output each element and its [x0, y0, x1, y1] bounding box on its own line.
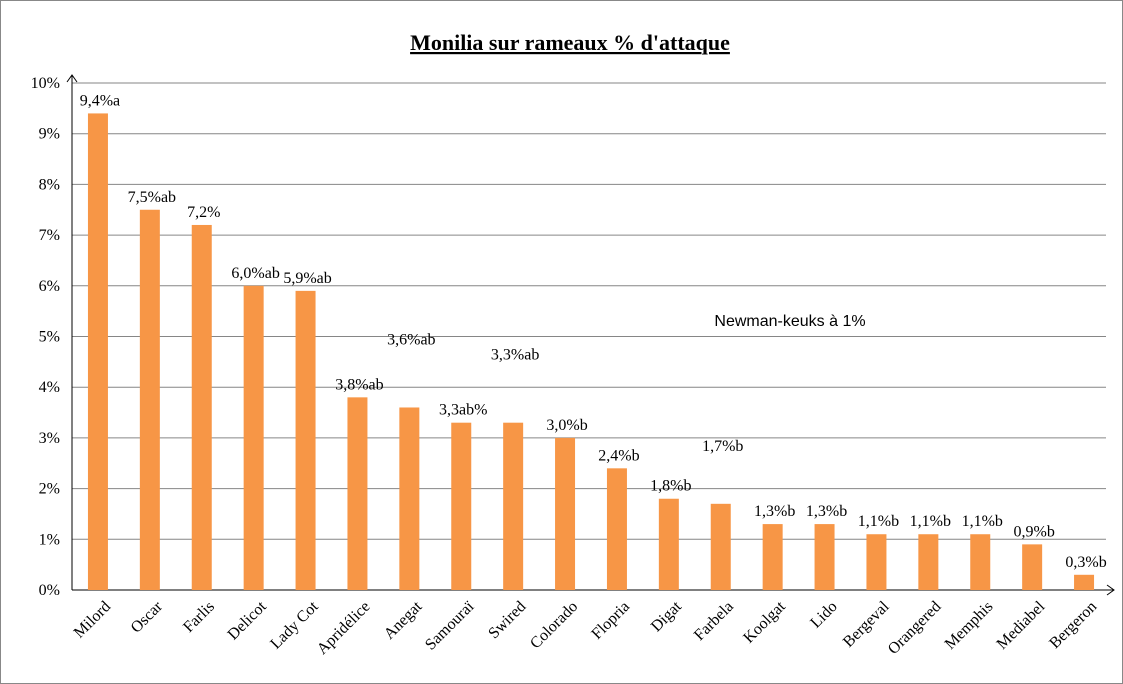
value-label: 1,1%b — [910, 513, 951, 530]
y-tick-label: 5% — [39, 329, 60, 346]
y-tick-label: 9% — [39, 126, 60, 143]
bar — [762, 524, 783, 590]
bar — [87, 113, 108, 591]
value-label: 3,6%ab — [387, 331, 435, 348]
y-axis — [66, 74, 78, 590]
bar — [139, 209, 160, 590]
annotation: Newman-keuks à 1% — [714, 313, 865, 330]
bar — [1022, 544, 1043, 590]
bar — [918, 534, 939, 590]
y-tick-label: 7% — [39, 227, 60, 244]
bar — [814, 524, 835, 590]
y-tick-label: 0% — [39, 582, 60, 599]
y-tick-label: 2% — [39, 481, 60, 498]
value-label: 3,3ab% — [439, 402, 487, 419]
value-label: 1,3%b — [806, 503, 847, 520]
bar — [658, 498, 679, 590]
y-tick-label: 8% — [39, 176, 60, 193]
y-tick-label: 10% — [31, 75, 60, 92]
value-label: 3,3%ab — [491, 347, 539, 364]
value-label: 1,8%b — [650, 478, 691, 495]
chart-title: Monilia sur rameaux % d'attaque — [410, 30, 730, 55]
bar — [347, 397, 368, 590]
y-tick-label: 3% — [39, 430, 60, 447]
bar — [710, 503, 731, 590]
value-label: 1,1%b — [962, 513, 1003, 530]
value-label: 3,8%ab — [335, 376, 383, 393]
value-label: 0,3%b — [1065, 554, 1106, 571]
y-tick-label: 1% — [39, 531, 60, 548]
bar — [1074, 574, 1095, 590]
value-label: 1,3%b — [754, 503, 795, 520]
bar — [399, 407, 420, 590]
value-label: 1,7%b — [702, 438, 743, 455]
bar — [243, 285, 264, 590]
value-label: 2,4%b — [598, 447, 639, 464]
value-label: 7,2% — [187, 204, 220, 221]
bar — [503, 422, 524, 590]
bar — [555, 437, 576, 590]
bar — [606, 468, 627, 590]
value-label: 3,0%b — [546, 417, 587, 434]
value-label: 6,0%ab — [231, 265, 279, 282]
bar — [970, 534, 991, 590]
bar — [451, 422, 472, 590]
bar — [866, 534, 887, 590]
value-label: 0,9%b — [1013, 523, 1054, 540]
value-label: 7,5%ab — [128, 189, 176, 206]
y-tick-label: 4% — [39, 379, 60, 396]
bar — [191, 224, 212, 590]
value-label: 1,1%b — [858, 513, 899, 530]
value-label: 9,4%a — [80, 92, 120, 109]
bar — [295, 290, 316, 590]
value-label: 5,9%ab — [283, 270, 331, 287]
y-tick-label: 6% — [39, 278, 60, 295]
